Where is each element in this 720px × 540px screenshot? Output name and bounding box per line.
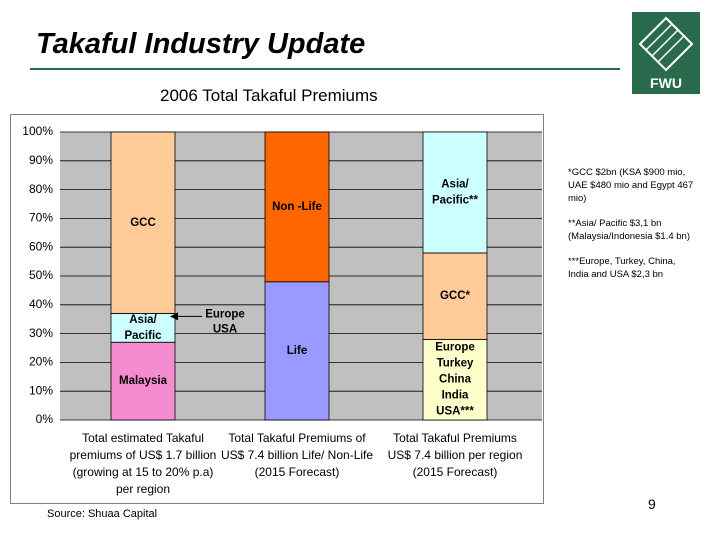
segment-label: Life xyxy=(287,345,307,357)
y-tick-label: 20% xyxy=(29,355,53,369)
y-tick-label: 40% xyxy=(29,297,53,311)
y-tick-label: 60% xyxy=(29,239,53,253)
segment-label: GCC xyxy=(130,217,156,229)
stacked-bar-chart: 0% 10% 20% 30% 40% 50% 60% 70% 80% 90% 100% Malaysi… xyxy=(10,114,544,504)
segment-label: Europe Turkey China India USA*** xyxy=(435,342,475,418)
category-label: Total Takaful Premiums of US$ 7.4 billion… xyxy=(221,431,373,479)
y-tick-label: 90% xyxy=(29,153,53,167)
y-tick-label: 70% xyxy=(29,211,53,225)
footnote-asia-pacific: **Asia/ Pacific $3,1 bn (Malaysia/Indone… xyxy=(568,218,690,242)
y-tick-label: 10% xyxy=(29,383,53,397)
segment-label: Malaysia xyxy=(119,375,168,387)
bar-segment xyxy=(422,131,488,254)
bar-segment xyxy=(264,281,330,421)
category-label: Total estimated Takaful premiums of US$ 1… xyxy=(70,431,217,496)
bar-segment xyxy=(422,338,488,421)
footnote-europe: ***Europe, Turkey, China, India and USA … xyxy=(568,256,676,280)
segment-label: Non -Life xyxy=(272,201,322,213)
annotation-arrowhead xyxy=(170,312,178,321)
logo-diamond-icon xyxy=(638,16,694,72)
logo-text: FWU xyxy=(650,75,682,91)
y-tick-label: 80% xyxy=(29,182,53,196)
chart-svg: 0% 10% 20% 30% 40% 50% 60% 70% 80% 90% 100% Malaysi… xyxy=(10,114,544,504)
segment-label: Asia/Pacific xyxy=(124,314,162,342)
annotation-label: Europe USA xyxy=(205,309,245,336)
y-tick-label: 50% xyxy=(29,268,53,282)
category-label: Total Takaful Premiums US$ 7.4 billion pe… xyxy=(388,431,523,479)
bar-segment xyxy=(110,131,176,314)
y-tick-label: 0% xyxy=(36,412,54,426)
segment-label: GCC* xyxy=(440,290,471,302)
footnote-gcc: *GCC $2bn (KSA $900 mio, UAE $480 mio an… xyxy=(568,167,694,204)
segment-label: Asia/Pacific** xyxy=(432,179,479,207)
slide-title: Takaful Industry Update xyxy=(36,28,366,60)
bar-segment xyxy=(110,341,176,421)
title-underline xyxy=(30,68,620,70)
footnotes: *GCC $2bn (KSA $900 mio, UAE $480 mio an… xyxy=(568,166,698,293)
source-note: Source: Shuaa Capital xyxy=(47,508,158,520)
page-number: 9 xyxy=(648,496,656,512)
y-tick-label: 100% xyxy=(22,124,53,138)
fwu-logo: FWU xyxy=(632,12,700,94)
chart-title: 2006 Total Takaful Premiums xyxy=(160,86,378,105)
bar-segment xyxy=(264,131,330,283)
y-tick-label: 30% xyxy=(29,326,53,340)
